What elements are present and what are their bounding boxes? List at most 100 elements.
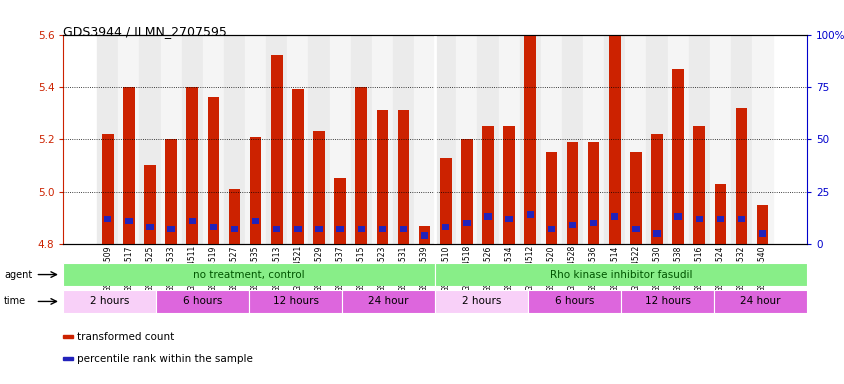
Text: 2 hours: 2 hours bbox=[462, 296, 500, 306]
Bar bbox=[561, 35, 582, 244]
Bar bbox=[695, 215, 702, 222]
Bar bbox=[392, 35, 414, 244]
Bar bbox=[568, 222, 576, 228]
Bar bbox=[756, 205, 767, 244]
Bar bbox=[582, 35, 603, 244]
Bar bbox=[357, 226, 365, 232]
Bar bbox=[498, 35, 519, 244]
Bar bbox=[63, 290, 156, 313]
Text: 12 hours: 12 hours bbox=[273, 296, 318, 306]
Bar bbox=[609, 29, 619, 244]
Bar bbox=[97, 35, 118, 244]
Bar bbox=[484, 214, 491, 220]
Bar bbox=[336, 226, 344, 232]
Bar bbox=[315, 226, 322, 232]
Bar bbox=[203, 35, 224, 244]
Bar bbox=[610, 214, 618, 220]
Bar bbox=[540, 35, 561, 244]
Bar bbox=[545, 152, 556, 244]
Bar bbox=[181, 35, 203, 244]
Bar bbox=[376, 111, 387, 244]
Bar bbox=[230, 226, 238, 232]
Bar bbox=[420, 232, 428, 238]
Bar bbox=[123, 87, 134, 244]
Bar bbox=[355, 87, 366, 244]
Bar bbox=[646, 35, 667, 244]
Bar bbox=[146, 224, 154, 230]
Bar bbox=[440, 157, 451, 244]
Text: 24 hour: 24 hour bbox=[368, 296, 408, 306]
Bar bbox=[139, 35, 160, 244]
Bar bbox=[503, 126, 514, 244]
Bar bbox=[524, 22, 535, 244]
Bar bbox=[603, 35, 625, 244]
Bar bbox=[737, 215, 744, 222]
Bar bbox=[716, 215, 723, 222]
Bar bbox=[631, 226, 639, 232]
Bar bbox=[589, 220, 597, 226]
Bar bbox=[414, 35, 435, 244]
Bar bbox=[102, 134, 113, 244]
Bar bbox=[587, 142, 598, 244]
Bar bbox=[620, 290, 713, 313]
Bar bbox=[435, 263, 806, 286]
Bar bbox=[730, 35, 751, 244]
Bar bbox=[674, 214, 681, 220]
Bar bbox=[144, 166, 155, 244]
Bar bbox=[63, 263, 435, 286]
Text: GDS3944 / ILMN_2707595: GDS3944 / ILMN_2707595 bbox=[63, 25, 227, 38]
Bar bbox=[505, 215, 512, 222]
Bar bbox=[229, 189, 240, 244]
Bar bbox=[693, 126, 704, 244]
Text: 2 hours: 2 hours bbox=[90, 296, 129, 306]
Bar bbox=[528, 290, 620, 313]
Text: time: time bbox=[4, 296, 26, 306]
Bar bbox=[630, 152, 641, 244]
Text: 6 hours: 6 hours bbox=[555, 296, 593, 306]
Bar bbox=[378, 226, 386, 232]
Bar bbox=[419, 225, 430, 244]
Bar bbox=[342, 290, 435, 313]
Bar bbox=[329, 35, 350, 244]
Bar bbox=[63, 335, 73, 338]
Bar bbox=[294, 226, 301, 232]
Bar bbox=[156, 290, 249, 313]
Bar bbox=[334, 179, 345, 244]
Bar bbox=[187, 87, 197, 244]
Text: 12 hours: 12 hours bbox=[644, 296, 690, 306]
Bar bbox=[435, 35, 456, 244]
Text: 24 hour: 24 hour bbox=[739, 296, 780, 306]
Bar bbox=[188, 218, 196, 224]
Bar bbox=[667, 35, 688, 244]
Bar bbox=[672, 69, 683, 244]
Bar bbox=[652, 230, 660, 237]
Bar bbox=[125, 218, 133, 224]
Bar bbox=[399, 226, 407, 232]
Bar bbox=[160, 35, 181, 244]
Bar bbox=[651, 134, 662, 244]
Bar bbox=[63, 358, 73, 360]
Text: agent: agent bbox=[4, 270, 32, 280]
Bar bbox=[371, 35, 392, 244]
Bar bbox=[271, 56, 282, 244]
Bar bbox=[245, 35, 266, 244]
Bar bbox=[292, 89, 303, 244]
Bar bbox=[208, 97, 219, 244]
Bar bbox=[252, 218, 259, 224]
Bar bbox=[482, 126, 493, 244]
Bar bbox=[273, 226, 280, 232]
Bar bbox=[461, 139, 472, 244]
Bar bbox=[224, 35, 245, 244]
Bar bbox=[709, 35, 730, 244]
Bar bbox=[266, 35, 287, 244]
Bar bbox=[714, 184, 725, 244]
Bar bbox=[249, 290, 342, 313]
Bar bbox=[566, 142, 577, 244]
Bar bbox=[287, 35, 308, 244]
Bar bbox=[308, 35, 329, 244]
Text: transformed count: transformed count bbox=[77, 331, 174, 341]
Text: Rho kinase inhibitor fasudil: Rho kinase inhibitor fasudil bbox=[549, 270, 691, 280]
Bar bbox=[209, 224, 217, 230]
Bar bbox=[165, 139, 176, 244]
Bar bbox=[735, 108, 746, 244]
